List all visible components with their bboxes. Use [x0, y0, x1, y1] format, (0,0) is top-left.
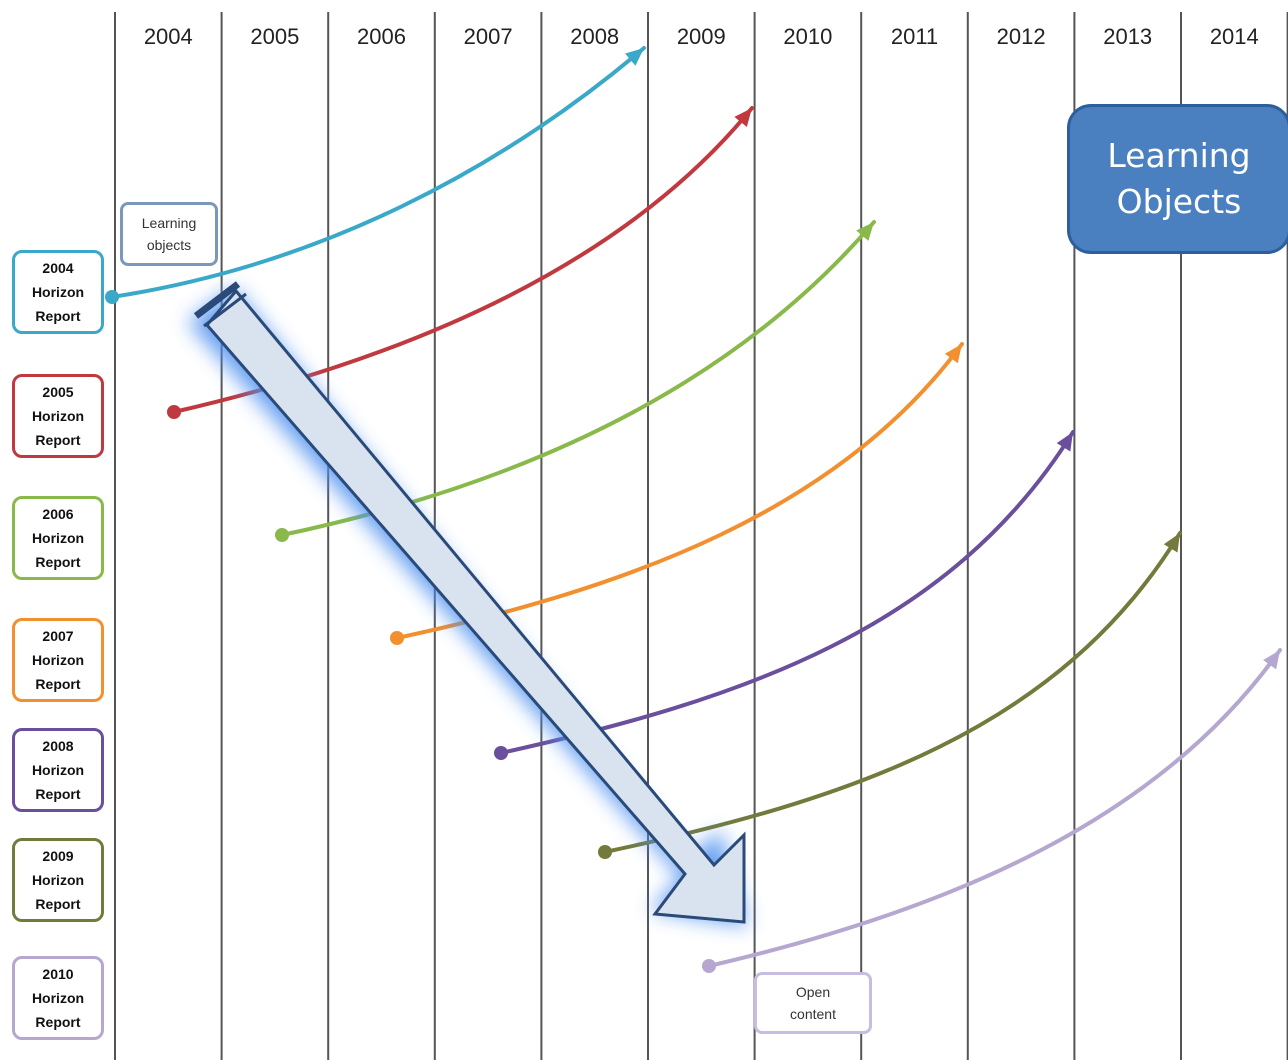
- year-label-2007: 2007: [464, 24, 513, 49]
- report-box-2004: 2004 Horizon Report: [12, 250, 104, 334]
- report-trend-curve: [598, 531, 1182, 859]
- learning-objects-title: Learning Objects: [1067, 104, 1288, 254]
- report-box-2006: 2006 Horizon Report: [12, 496, 104, 580]
- curve-arrowhead: [1263, 650, 1280, 670]
- report-label: 2008 Horizon Report: [31, 738, 85, 802]
- curve-arrowhead: [1056, 432, 1073, 452]
- report-box-2007: 2007 Horizon Report: [12, 618, 104, 702]
- report-box-2010: 2010 Horizon Report: [12, 956, 104, 1040]
- year-label-2012: 2012: [997, 24, 1046, 49]
- curve-start-dot: [494, 746, 508, 760]
- report-label: 2005 Horizon Report: [31, 384, 85, 448]
- curve-start-dot: [598, 845, 612, 859]
- report-box-2005: 2005 Horizon Report: [12, 374, 104, 458]
- year-label-2010: 2010: [783, 24, 832, 49]
- report-trend-curve: [105, 46, 646, 304]
- curve-start-dot: [702, 959, 716, 973]
- report-label: 2010 Horizon Report: [31, 966, 85, 1030]
- report-label: 2007 Horizon Report: [31, 628, 85, 692]
- year-label-2006: 2006: [357, 24, 406, 49]
- year-label-2009: 2009: [677, 24, 726, 49]
- report-box-2009: 2009 Horizon Report: [12, 838, 104, 922]
- curve-arrowhead: [734, 108, 752, 128]
- year-label-2014: 2014: [1210, 24, 1259, 49]
- curve-start-dot: [167, 405, 181, 419]
- curve-arrowhead: [944, 344, 962, 364]
- curve-start-dot: [105, 290, 119, 304]
- year-label-2008: 2008: [570, 24, 619, 49]
- curve-arrowhead: [1163, 533, 1180, 553]
- curve-start-dot: [275, 528, 289, 542]
- trend-arrow: [188, 281, 748, 926]
- open-content-note: Open content: [754, 972, 872, 1034]
- learning-objects-note: Learning objects: [120, 202, 218, 266]
- report-label: 2009 Horizon Report: [31, 848, 85, 912]
- year-label-2005: 2005: [250, 24, 299, 49]
- report-label: 2004 Horizon Report: [31, 260, 85, 324]
- curve-arrowhead: [856, 222, 874, 241]
- curve-arrowhead: [625, 48, 644, 66]
- report-trend-curve: [702, 648, 1282, 973]
- year-label-2011: 2011: [891, 24, 938, 49]
- curve-start-dot: [390, 631, 404, 645]
- year-label-2013: 2013: [1103, 24, 1152, 49]
- year-label-2004: 2004: [144, 24, 193, 49]
- report-box-2008: 2008 Horizon Report: [12, 728, 104, 812]
- report-label: 2006 Horizon Report: [31, 506, 85, 570]
